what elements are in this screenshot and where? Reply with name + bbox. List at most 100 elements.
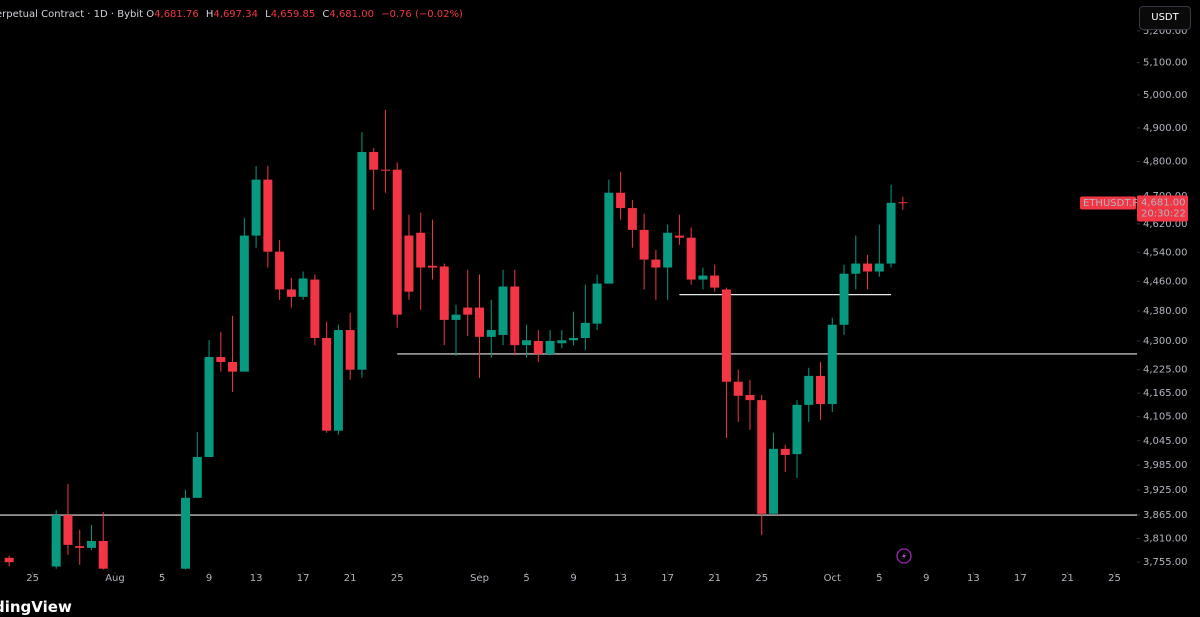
change: −0.76 (−0.02%) [381, 9, 463, 20]
c-value: 4,681.00 [329, 9, 374, 20]
x-tick-label: 5 [876, 573, 882, 584]
candle-body [463, 307, 473, 315]
y-tick-label: 4,460.00 [1143, 276, 1188, 287]
candle-body [4, 557, 14, 563]
y-tick-label: 4,165.00 [1143, 388, 1188, 399]
candle-body [204, 357, 214, 457]
x-tick-label: 9 [570, 573, 576, 584]
price-tag-value: 4,681.00 [1141, 197, 1186, 208]
candle-body [298, 278, 308, 297]
legend-header: erpetual Contract · 1D · Bybit O4,681.76… [0, 9, 467, 20]
candle-body [486, 330, 496, 337]
x-tick-label: 5 [159, 573, 165, 584]
y-tick-label: 3,925.00 [1143, 485, 1188, 496]
x-tick-label: 5 [523, 573, 529, 584]
candle-body [522, 340, 532, 346]
y-tick-label: 4,800.00 [1143, 157, 1188, 168]
candle-body [75, 546, 85, 548]
axes: 5,200.00 5,100.00 5,000.00 4,900.00 4,800.00… [26, 0, 1200, 617]
candle-body [569, 337, 579, 341]
symbol: erpetual Contract · 1D · Bybit [0, 9, 144, 20]
y-tick-label: 4,045.00 [1143, 436, 1188, 447]
y-tick-label: 3,985.00 [1143, 460, 1188, 471]
candle-body [886, 202, 896, 264]
candle-body [451, 314, 461, 320]
x-tick-label: Aug [105, 573, 125, 584]
candle-body [63, 515, 73, 545]
y-tick-label: 4,620.00 [1143, 219, 1188, 230]
y-tick-label: 3,810.00 [1143, 533, 1188, 544]
candle-body [768, 448, 778, 514]
o-label: O [146, 9, 155, 20]
candle-body [275, 251, 285, 290]
candle-body [580, 322, 590, 338]
x-tick-label: 13 [967, 573, 980, 584]
watermark: dingView [0, 598, 72, 616]
l-label: L [265, 9, 271, 20]
price-tag-countdown: 20:30:22 [1141, 208, 1186, 219]
y-tick-label: 5,100.00 [1143, 58, 1188, 69]
x-tick-label: 17 [1014, 573, 1027, 584]
x-tick-label: 25 [1108, 573, 1121, 584]
candle-body [228, 362, 238, 372]
x-tick-label: Oct [824, 573, 841, 584]
candle-body [181, 497, 191, 569]
candle-body [369, 152, 379, 170]
x-tick-label: 21 [344, 573, 357, 584]
x-tick-label: 17 [297, 573, 310, 584]
candle-body [674, 235, 684, 238]
candle-body [498, 286, 508, 335]
candle-body [310, 279, 320, 338]
candle-body [663, 232, 673, 268]
candle-body [780, 448, 790, 455]
x-tick-label: 25 [391, 573, 404, 584]
candle-body [604, 192, 614, 284]
y-tick-label: 5,000.00 [1143, 90, 1188, 101]
y-tick-label: 3,755.00 [1143, 557, 1188, 568]
candle-body [721, 289, 731, 382]
candle-body [745, 395, 755, 401]
candle-body [439, 266, 449, 320]
candle-body [380, 169, 390, 171]
x-tick-label: 9 [206, 573, 212, 584]
x-tick-label: 9 [923, 573, 929, 584]
candle-body [616, 192, 626, 209]
candle-body [698, 275, 708, 280]
candle-body [592, 283, 602, 324]
h-label: H [205, 9, 214, 20]
x-tick-label: 21 [1061, 573, 1074, 584]
o-value: 4,681.76 [154, 9, 199, 20]
candle-body [216, 357, 226, 363]
candle-body [239, 235, 249, 372]
candle-body [827, 324, 837, 405]
candle-body [86, 541, 96, 548]
candle-body [263, 179, 273, 252]
candle-body [557, 340, 567, 344]
alert-bolt [902, 552, 906, 560]
y-tick-label: 4,540.00 [1143, 247, 1188, 258]
candle-body [874, 263, 884, 272]
x-tick-label: 25 [755, 573, 768, 584]
candle-body [98, 541, 108, 569]
candle-body [392, 169, 402, 315]
candle-body [757, 400, 767, 514]
candle-body [192, 456, 202, 498]
y-tick-label: 4,105.00 [1143, 412, 1188, 423]
x-tick-label: 13 [250, 573, 263, 584]
symbol-tag-bg [1080, 196, 1136, 210]
candle-body [686, 237, 696, 280]
candle-body [510, 286, 520, 346]
currency-button[interactable]: USDT [1139, 6, 1191, 30]
x-tick-label: 25 [26, 573, 39, 584]
candle-body [545, 341, 555, 354]
candle-body [322, 337, 332, 431]
candle-body [51, 515, 61, 567]
price-axis-bg [1137, 0, 1200, 617]
candle-body [627, 208, 637, 230]
alert-icon[interactable] [896, 548, 912, 564]
candle-body [427, 265, 437, 268]
candle-body [710, 275, 720, 288]
y-tick-label: 4,900.00 [1143, 123, 1188, 134]
